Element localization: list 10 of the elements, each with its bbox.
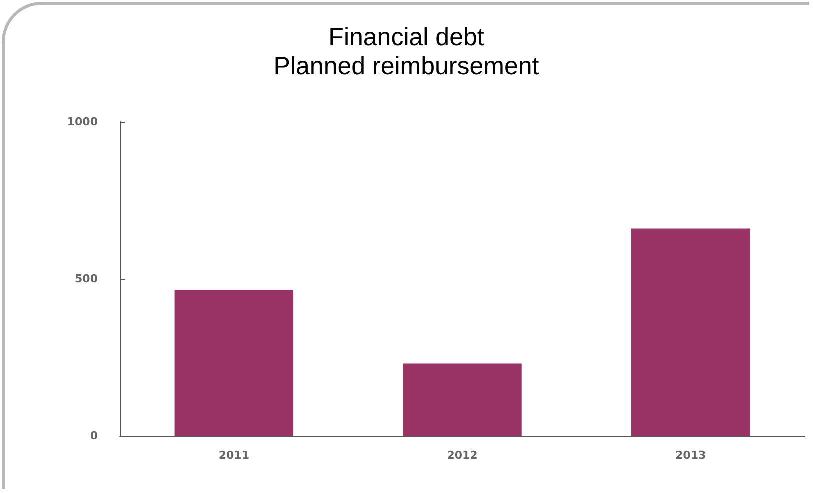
y-tick-label: 500 [75, 272, 98, 286]
y-tick-label: 1000 [67, 116, 98, 128]
x-tick-label: 2011 [218, 449, 250, 462]
bar [631, 228, 750, 436]
x-tick-label: 2012 [447, 449, 478, 462]
y-tick-label: 0 [90, 430, 98, 442]
bar [403, 364, 522, 436]
x-tick-label: 2013 [676, 449, 706, 462]
chart-title: Financial debt Planned reimbursement [274, 24, 540, 80]
bar [174, 290, 294, 436]
